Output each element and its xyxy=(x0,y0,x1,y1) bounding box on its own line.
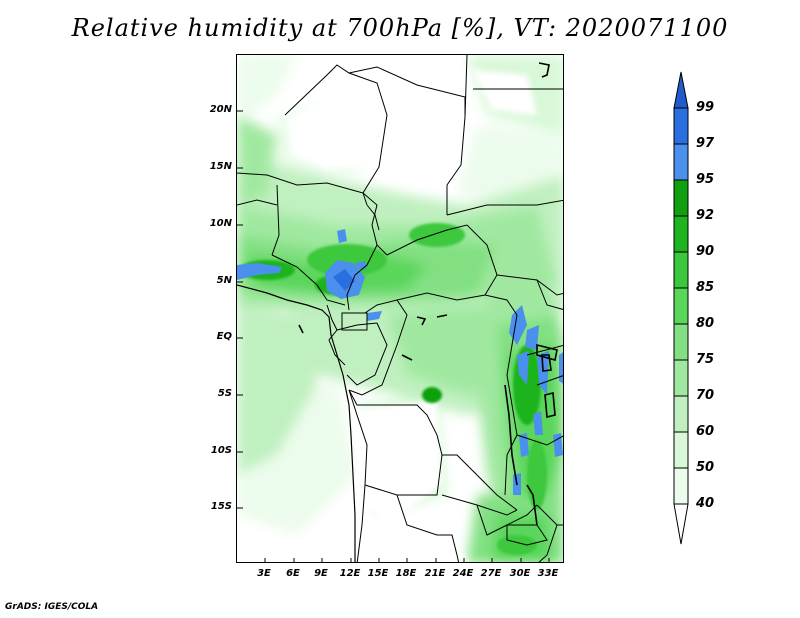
lat-ticks xyxy=(237,110,243,509)
colorbar-label-99: 99 xyxy=(696,100,715,115)
humidity-cell-blue xyxy=(533,411,543,435)
colorbar-label-70: 70 xyxy=(696,388,715,403)
dry-zone xyxy=(352,400,442,525)
humidity-cell-blue xyxy=(525,325,539,350)
colorbar-seg-below-40 xyxy=(673,503,689,545)
colorbar-seg-90-92 xyxy=(673,215,689,253)
colorbar-label-60: 60 xyxy=(696,424,715,439)
colorbar-label-90: 90 xyxy=(696,244,715,259)
humidity-cell-blue xyxy=(559,352,563,384)
humidity-cell-blue xyxy=(337,229,347,243)
colorbar-label-97: 97 xyxy=(696,136,715,151)
humidity-cell-blue xyxy=(333,269,355,291)
humidity-map xyxy=(237,55,563,562)
lat-label-5n: 5N xyxy=(216,275,232,286)
colorbar-seg-40-50 xyxy=(673,467,689,505)
humidity-cell-green xyxy=(497,535,537,555)
colorbar-seg-50-60 xyxy=(673,431,689,469)
colorbar xyxy=(673,71,689,545)
lon-label-27e: 27E xyxy=(480,568,502,579)
lakes xyxy=(298,62,558,526)
colorbar-seg-80-85 xyxy=(673,287,689,325)
colorbar-seg-above-99 xyxy=(673,71,689,109)
lon-label-30e: 30E xyxy=(509,568,531,579)
lat-label-20n: 20N xyxy=(209,104,232,115)
lon-label-3e: 3E xyxy=(257,568,271,579)
lat-label-10n: 10N xyxy=(209,218,232,229)
colorbar-label-85: 85 xyxy=(696,280,715,295)
colorbar-seg-95-97 xyxy=(673,143,689,181)
dry-zone xyxy=(357,515,466,562)
coastline xyxy=(237,284,356,562)
colorbar-seg-92-95 xyxy=(673,179,689,217)
country-borders xyxy=(237,55,563,562)
grads-credit: GrADS: IGES/COLA xyxy=(5,602,99,612)
lon-label-24e: 24E xyxy=(452,568,474,579)
humidity-cell-green xyxy=(422,387,442,403)
colorbar-label-50: 50 xyxy=(696,460,715,475)
lon-label-33e: 33E xyxy=(537,568,559,579)
colorbar-label-95: 95 xyxy=(696,172,715,187)
lat-label-10s: 10S xyxy=(210,445,232,456)
dry-zone xyxy=(287,75,387,170)
colorbar-seg-70-75 xyxy=(673,359,689,397)
lat-label-5s: 5S xyxy=(217,388,232,399)
colorbar-seg-60-70 xyxy=(673,395,689,433)
humidity-cell-blue xyxy=(553,433,563,457)
humidity-zone-coast xyxy=(237,305,317,475)
lon-ticks xyxy=(264,558,550,562)
humidity-zone-light xyxy=(237,55,297,125)
lon-label-12e: 12E xyxy=(339,568,361,579)
humidity-cell-green xyxy=(307,244,387,276)
humidity-cell-blue xyxy=(517,351,529,385)
colorbar-label-40: 40 xyxy=(696,496,715,511)
colorbar-seg-75-80 xyxy=(673,323,689,361)
humidity-field xyxy=(237,55,563,562)
lat-label-15n: 15N xyxy=(209,161,232,172)
colorbar-seg-97-99 xyxy=(673,107,689,145)
lat-label-eq: EQ xyxy=(216,331,232,342)
lon-label-15e: 15E xyxy=(367,568,389,579)
colorbar-label-80: 80 xyxy=(696,316,715,331)
lon-label-9e: 9E xyxy=(314,568,328,579)
humidity-cell-blue xyxy=(519,433,529,457)
humidity-cell-blue xyxy=(237,263,282,280)
dry-zone xyxy=(407,65,467,125)
colorbar-label-75: 75 xyxy=(696,352,715,367)
humidity-cell-blue xyxy=(367,311,382,321)
lat-label-15s: 15S xyxy=(210,501,232,512)
humidity-cell-green xyxy=(527,440,547,510)
colorbar-seg-85-90 xyxy=(673,251,689,289)
humidity-cell-green xyxy=(409,223,465,247)
lon-label-21e: 21E xyxy=(424,568,446,579)
colorbar-label-92: 92 xyxy=(696,208,715,223)
map-panel xyxy=(236,54,564,563)
dry-zone xyxy=(472,70,537,115)
humidity-zone-coast xyxy=(237,115,277,205)
lon-label-6e: 6E xyxy=(286,568,300,579)
lon-label-18e: 18E xyxy=(395,568,417,579)
chart-title: Relative humidity at 700hPa [%], VT: 202… xyxy=(71,14,729,42)
